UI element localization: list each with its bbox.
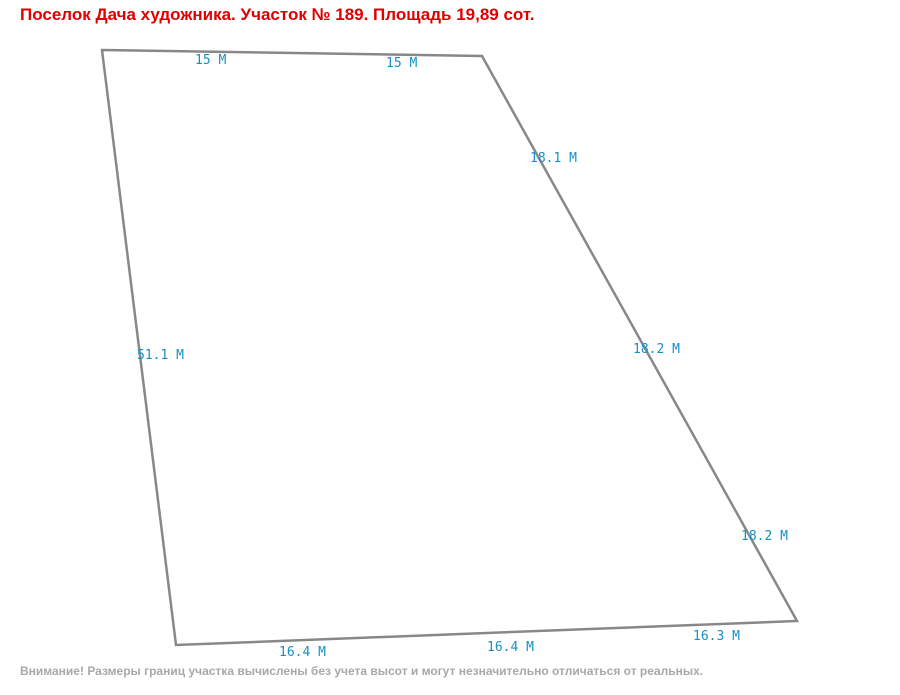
edge-label: 16.4 М <box>279 645 326 660</box>
title: Поселок Дача художника. Участок № 189. П… <box>20 5 534 24</box>
disclaimer: Внимание! Размеры границ участка вычисле… <box>20 664 703 678</box>
edge-label: 15 М <box>195 53 226 68</box>
edge-label: 15 М <box>386 56 417 71</box>
plot-boundary <box>100 48 800 647</box>
edge-label: 18.2 М <box>741 529 788 544</box>
edge-label: 18.1 М <box>530 151 577 166</box>
edge-label: 16.3 М <box>693 629 740 644</box>
edge-label: 18.2 М <box>633 342 680 357</box>
edge-label: 16.4 М <box>487 640 534 655</box>
edge-label: 51.1 М <box>137 348 184 363</box>
